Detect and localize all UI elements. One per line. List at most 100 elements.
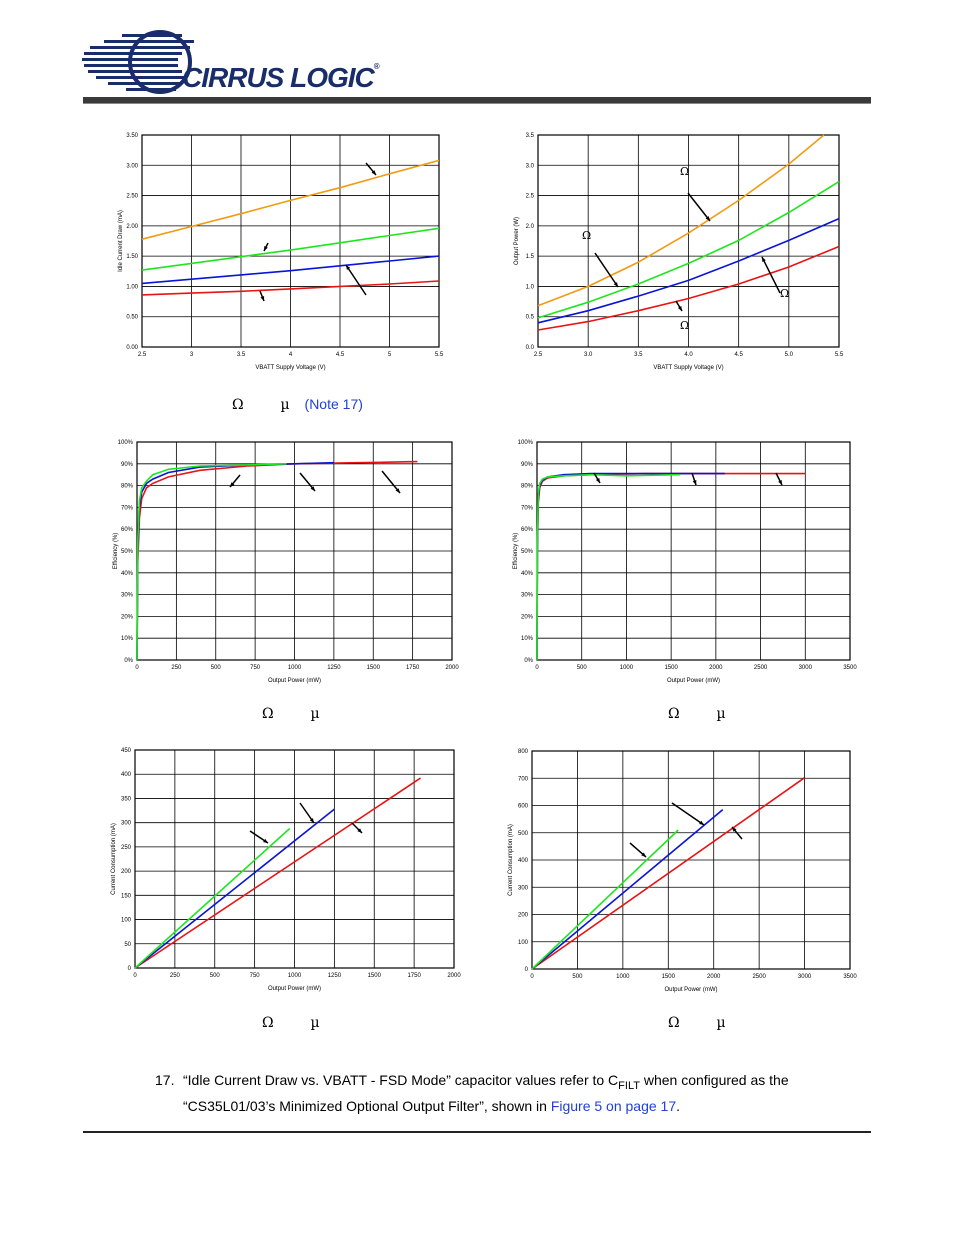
x-tick-label: 1000 <box>620 665 634 671</box>
series-line-blue <box>136 461 334 661</box>
y-tick-label: 300 <box>121 821 132 827</box>
callout-arrowhead <box>230 482 235 487</box>
y-tick-label: 2.00 <box>126 224 138 230</box>
x-tick-label: 2500 <box>752 974 766 980</box>
callout-arrowhead <box>692 480 697 485</box>
y-tick-label: 30% <box>521 593 534 599</box>
y-tick-label: 10% <box>121 636 134 642</box>
y-tick-label: 800 <box>518 749 529 755</box>
omega-label: Ω <box>780 287 789 300</box>
x-tick-label: 1500 <box>662 974 676 980</box>
y-tick-label: 20% <box>121 614 134 620</box>
x-tick-label: 2000 <box>447 973 461 979</box>
series-line-green <box>136 463 287 661</box>
x-tick-label: 0 <box>535 665 539 671</box>
callout-arrowhead <box>778 480 782 485</box>
y-tick-label: 0.5 <box>526 315 535 321</box>
series-line-blue <box>537 217 840 324</box>
y-axis-label: Current Consumption (mA) <box>508 824 514 896</box>
x-tick-label: 3500 <box>843 665 857 671</box>
x-tick-label: 0 <box>135 665 139 671</box>
figure-5-link[interactable]: Figure 5 on page 17 <box>550 1097 677 1114</box>
callout-arrowhead <box>732 827 737 832</box>
y-tick-label: 80% <box>121 484 134 490</box>
series-line-red <box>136 460 418 661</box>
y-tick-label: 1.50 <box>126 254 138 260</box>
callout-arrowhead <box>260 296 265 301</box>
series-line-green <box>141 227 440 271</box>
callout-arrow <box>381 470 401 494</box>
y-tick-label: 0.0 <box>526 345 535 351</box>
series-line-blue <box>536 472 725 661</box>
series-line-green <box>536 473 681 661</box>
x-tick-label: 3.0 <box>584 352 593 358</box>
callout-arrow <box>761 256 781 294</box>
x-tick-label: 5.0 <box>785 352 794 358</box>
y-tick-label: 2.5 <box>526 194 535 200</box>
y-tick-label: 3.5 <box>526 133 535 139</box>
chart-output-power: 2.5 3.0 3.5 4.0 4.5 5.0 5.5 0.0 0.5 1.0 1.5 2.0 2.5 3… <box>514 133 844 371</box>
x-tick-label: 2000 <box>707 974 721 980</box>
omega-label: Ω <box>680 319 689 332</box>
caption-idle: Ω µ (Note 17) <box>232 396 363 413</box>
series-line-red <box>531 777 806 970</box>
y-tick-label: 2.50 <box>126 194 138 200</box>
series-line-blue <box>134 808 335 969</box>
x-tick-label: 1250 <box>327 665 341 671</box>
y-tick-label: 300 <box>518 885 529 891</box>
x-tick-label: 250 <box>171 665 182 671</box>
y-tick-label: 450 <box>121 748 132 754</box>
x-tick-label: 5.5 <box>435 352 444 358</box>
x-tick-label: 750 <box>250 973 261 979</box>
y-tick-label: 20% <box>521 614 534 620</box>
y-tick-label: 100 <box>518 940 529 946</box>
plot-frame <box>531 750 851 970</box>
y-tick-label: 200 <box>518 913 529 919</box>
x-tick-label: 4.0 <box>684 352 693 358</box>
note-17-link[interactable]: (Note 17) <box>304 396 363 412</box>
y-axis-label: Current Consumption (mA) <box>111 823 117 895</box>
callout-arrowhead <box>310 486 315 491</box>
plot-frame <box>537 134 840 348</box>
caption-cur1: Ω µ <box>262 1015 320 1031</box>
series-line-blue <box>531 808 724 970</box>
y-tick-label: 30% <box>121 593 134 599</box>
caption-eff1: Ω µ <box>262 706 320 722</box>
x-tick-label: 500 <box>577 665 588 671</box>
series-line-orange <box>537 134 825 307</box>
x-tick-label: 4.5 <box>734 352 743 358</box>
y-tick-label: 400 <box>518 858 529 864</box>
y-tick-label: 1.0 <box>526 284 535 290</box>
series-line-red <box>134 777 421 969</box>
y-tick-label: 3.00 <box>126 163 138 169</box>
x-tick-label: 0 <box>530 974 534 980</box>
x-tick-label: 0 <box>133 973 137 979</box>
x-tick-label: 3.5 <box>634 352 643 358</box>
x-tick-label: 3000 <box>798 974 812 980</box>
callout-arrow <box>687 192 711 222</box>
series-line-red <box>537 245 840 331</box>
y-tick-label: 70% <box>521 505 534 511</box>
x-tick-label: 2.5 <box>138 352 147 358</box>
x-tick-label: 2000 <box>445 665 459 671</box>
x-tick-label: 500 <box>572 974 583 980</box>
page-header: CIRRUS LOGIC® <box>0 0 954 110</box>
cirrus-logo-icon <box>82 30 194 94</box>
y-axis-label: Efficiency (%) <box>113 533 119 570</box>
y-tick-label: 0 <box>128 966 132 972</box>
x-tick-label: 5.5 <box>835 352 844 358</box>
y-tick-label: 0% <box>524 658 533 664</box>
x-tick-label: 3500 <box>843 974 857 980</box>
y-tick-label: 50% <box>521 549 534 555</box>
callout-arrow <box>671 802 705 826</box>
y-tick-label: 60% <box>521 527 534 533</box>
y-tick-label: 2.0 <box>526 224 535 230</box>
chart-efficiency-1: 0 250 500 750 1000 1250 1500 1750 2000 0% 10% 20% 30… <box>113 440 459 684</box>
series-line-orange <box>141 159 440 240</box>
callout-arrowhead <box>309 818 314 823</box>
x-tick-label: 2500 <box>754 665 768 671</box>
brand-name: CIRRUS LOGIC® <box>182 62 380 93</box>
x-tick-label: 1500 <box>664 665 678 671</box>
y-tick-label: 50% <box>121 549 134 555</box>
y-tick-label: 3.50 <box>126 133 138 139</box>
